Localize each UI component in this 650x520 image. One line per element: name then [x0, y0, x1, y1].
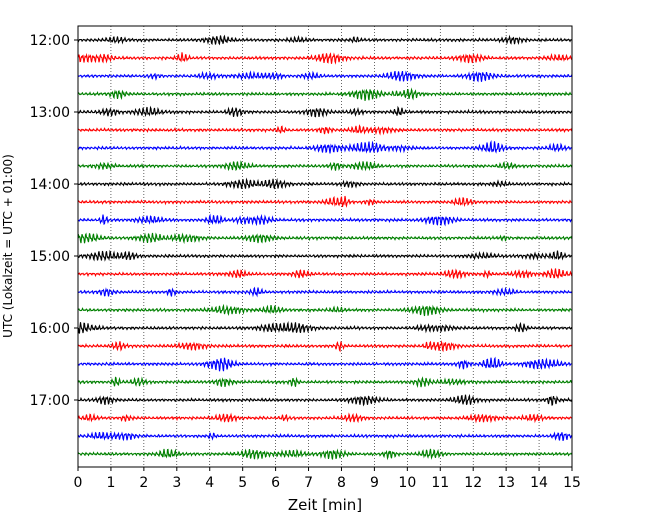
trace-15:30 [77, 286, 573, 298]
trace-14:15 [77, 195, 573, 208]
trace-12:45 [77, 87, 573, 101]
x-tick-label: 4 [205, 475, 214, 491]
trace-14:45 [77, 232, 573, 245]
trace-13:45 [77, 160, 573, 172]
trace-14:30 [77, 213, 573, 227]
y-axis-label: UTC (Lokalzeit = UTC + 01:00) [1, 154, 15, 338]
trace-17:45 [77, 448, 573, 461]
x-tick-label: 15 [563, 475, 581, 491]
x-axis-label: Zeit [min] [288, 496, 362, 514]
x-tick-label: 7 [304, 475, 313, 491]
plot-frame [77, 25, 573, 468]
y-tick-label: 13:00 [30, 105, 70, 121]
trace-17:00 [77, 393, 573, 407]
x-tick-label: 12 [464, 475, 482, 491]
x-tick-label: 6 [271, 475, 280, 491]
trace-17:15 [77, 412, 573, 424]
y-tick-label: 12:00 [30, 33, 70, 49]
trace-17:30 [78, 431, 573, 442]
trace-15:45 [77, 303, 573, 317]
trace-13:00 [77, 105, 573, 118]
x-tick-label: 13 [497, 475, 515, 491]
x-tick-label: 9 [370, 475, 379, 491]
trace-16:45 [77, 376, 573, 388]
trace-15:00 [77, 249, 573, 262]
trace-13:30 [77, 139, 573, 154]
x-tick-label: 14 [530, 475, 548, 491]
trace-16:30 [77, 356, 573, 372]
x-tick-label: 10 [398, 475, 416, 491]
trace-16:00 [77, 320, 573, 334]
seismic-traces [77, 34, 573, 461]
x-tick-label: 5 [238, 475, 247, 491]
x-tick-label: 1 [106, 475, 115, 491]
axis-ticks: 0 1 2 3 4 5 6 7 8 9 10 11 12 13 14 1512:0013:0014:0015:… [30, 33, 581, 491]
trace-12:30 [77, 70, 573, 83]
x-tick-label: 3 [172, 475, 181, 491]
y-tick-label: 17:00 [30, 393, 70, 409]
x-tick-label: 0 [74, 475, 83, 491]
y-tick-label: 14:00 [30, 177, 70, 193]
x-tick-label: 11 [431, 475, 449, 491]
trace-13:15 [77, 124, 573, 136]
trace-14:00 [77, 177, 573, 190]
x-tick-label: 2 [139, 475, 148, 491]
y-tick-label: 16:00 [30, 321, 70, 337]
trace-12:15 [77, 52, 573, 65]
x-tick-label: 8 [337, 475, 346, 491]
trace-16:15 [77, 340, 573, 353]
trace-15:15 [77, 267, 573, 280]
y-tick-label: 15:00 [30, 249, 70, 265]
trace-12:00 [77, 34, 573, 46]
